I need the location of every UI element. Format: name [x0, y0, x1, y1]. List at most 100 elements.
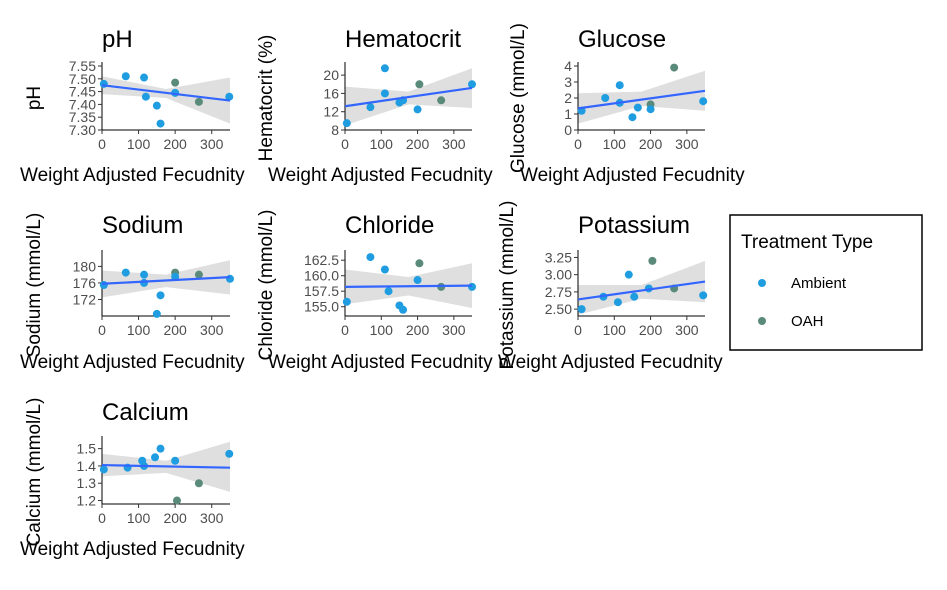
x-tick-label: 300 [200, 136, 224, 152]
y-axis-label: Glucose (mmol/L) [508, 23, 529, 173]
data-point-ambient [699, 291, 708, 300]
x-tick-label: 200 [639, 136, 663, 152]
y-axis-label: Calcium (mmol/L) [24, 398, 45, 547]
data-point-ambient [399, 305, 408, 314]
data-point-oah [171, 78, 180, 87]
x-tick-label: 100 [370, 322, 394, 338]
data-point-ambient [121, 268, 130, 277]
regression-line [101, 276, 231, 285]
x-axis-label: Weight Adjusted Fecudnity [268, 352, 493, 373]
y-tick-label: 16 [323, 85, 339, 101]
x-axis-label: Weight Adjusted Fecudnity [20, 165, 245, 186]
data-point-ambient [151, 453, 160, 462]
x-axis-label: Weight Adjusted Fecudnity [268, 165, 493, 186]
y-tick-label: 1.3 [77, 475, 97, 491]
y-tick-label: 2.75 [545, 284, 572, 300]
panel-title: Glucose [578, 26, 666, 53]
y-axis-label: Chloride (mmol/L) [256, 210, 277, 361]
x-tick-label: 300 [675, 136, 699, 152]
x-axis-label: Weight Adjusted Fecudnity [498, 352, 723, 373]
panel-title: Hematocrit [345, 26, 461, 53]
legend-label: Ambient [791, 275, 847, 292]
data-point-ambient [140, 270, 149, 279]
data-point-oah [415, 80, 424, 89]
x-tick-label: 0 [574, 136, 582, 152]
y-axis-label: Hematocrit (%) [256, 35, 277, 162]
regression-line [344, 86, 473, 108]
data-point-ambient [121, 72, 130, 81]
data-point-ambient [141, 92, 150, 101]
regression-line [101, 463, 231, 469]
y-tick-label: 3.00 [545, 267, 572, 283]
data-point-oah [194, 97, 203, 106]
x-axis-label: Weight Adjusted Fecudnity [20, 539, 245, 560]
panel-title: Calcium [102, 399, 189, 426]
y-tick-label: 2.50 [545, 301, 572, 317]
x-tick-label: 200 [406, 322, 430, 338]
legend-key-ambient [758, 279, 766, 287]
confidence-band [102, 76, 230, 124]
y-tick-label: 1 [564, 106, 572, 122]
y-tick-label: 155.0 [304, 299, 339, 315]
data-point-ambient [226, 274, 234, 283]
x-tick-label: 100 [370, 136, 394, 152]
data-point-ambient [628, 113, 637, 122]
confidence-band [578, 70, 705, 124]
data-point-ambient [577, 305, 586, 314]
data-point-ambient [225, 449, 234, 458]
data-point-ambient [601, 94, 610, 102]
regression-line [577, 89, 706, 110]
y-tick-label: 180 [73, 258, 97, 274]
panel-potassium: 2.502.753.00 3.25 0 100 200 300 Potassium Potas… [497, 201, 723, 373]
x-tick-label: 0 [98, 322, 106, 338]
y-tick-label: 1.5 [77, 441, 97, 457]
y-tick-label: 176 [73, 275, 97, 291]
panel-title: Sodium [102, 212, 183, 239]
data-point-ambient [468, 282, 476, 291]
data-point-ambient [468, 80, 476, 89]
y-tick-label: 3 [564, 74, 572, 90]
y-tick-label: 162.5 [304, 252, 339, 268]
y-tick-label: 2 [564, 90, 572, 106]
x-tick-label: 100 [127, 322, 151, 338]
x-tick-label: 300 [200, 322, 224, 338]
data-point-oah [194, 270, 203, 279]
data-point-oah [437, 96, 446, 105]
data-point-ambient [630, 292, 639, 301]
data-point-ambient [613, 298, 622, 307]
data-point-ambient [380, 89, 389, 98]
y-tick-label: 7.35 [69, 109, 96, 125]
x-tick-label: 300 [200, 510, 224, 526]
y-tick-label: 7.30 [69, 122, 96, 138]
x-axis-label: Weight Adjusted Fecudnity [520, 165, 745, 186]
y-tick-label: 12 [323, 104, 339, 120]
x-tick-label: 200 [163, 136, 187, 152]
data-point-oah [172, 496, 181, 505]
confidence-band [578, 260, 705, 315]
legend-label: OAH [791, 313, 824, 330]
x-tick-label: 0 [574, 322, 582, 338]
y-axis-label: Potassium (mmol/L) [497, 201, 518, 370]
data-point-ambient [152, 309, 161, 318]
panel-title: Chloride [345, 212, 434, 239]
x-tick-label: 200 [406, 136, 430, 152]
data-point-ambient [225, 92, 234, 101]
regression-line [344, 284, 473, 288]
y-tick-label: 0 [564, 122, 572, 138]
panel-ph: 7.307.357.407.457.507.55 0 100 200 300 pH pH We… [20, 26, 245, 186]
data-point-ambient [342, 297, 351, 306]
panel-calcium: 1.2 1.31.41.5 0 100 200 300 Calcium Calcium (mm… [20, 398, 245, 560]
regression-line [577, 280, 706, 301]
data-point-ambient [156, 119, 165, 128]
legend-items: Ambient OAH [758, 275, 847, 330]
y-tick-label: 172 [73, 291, 97, 307]
x-axis-label: Weight Adjusted Fecudnity [20, 352, 245, 373]
x-tick-label: 200 [639, 322, 663, 338]
legend: Treatment Type Ambient OAH [729, 214, 923, 351]
